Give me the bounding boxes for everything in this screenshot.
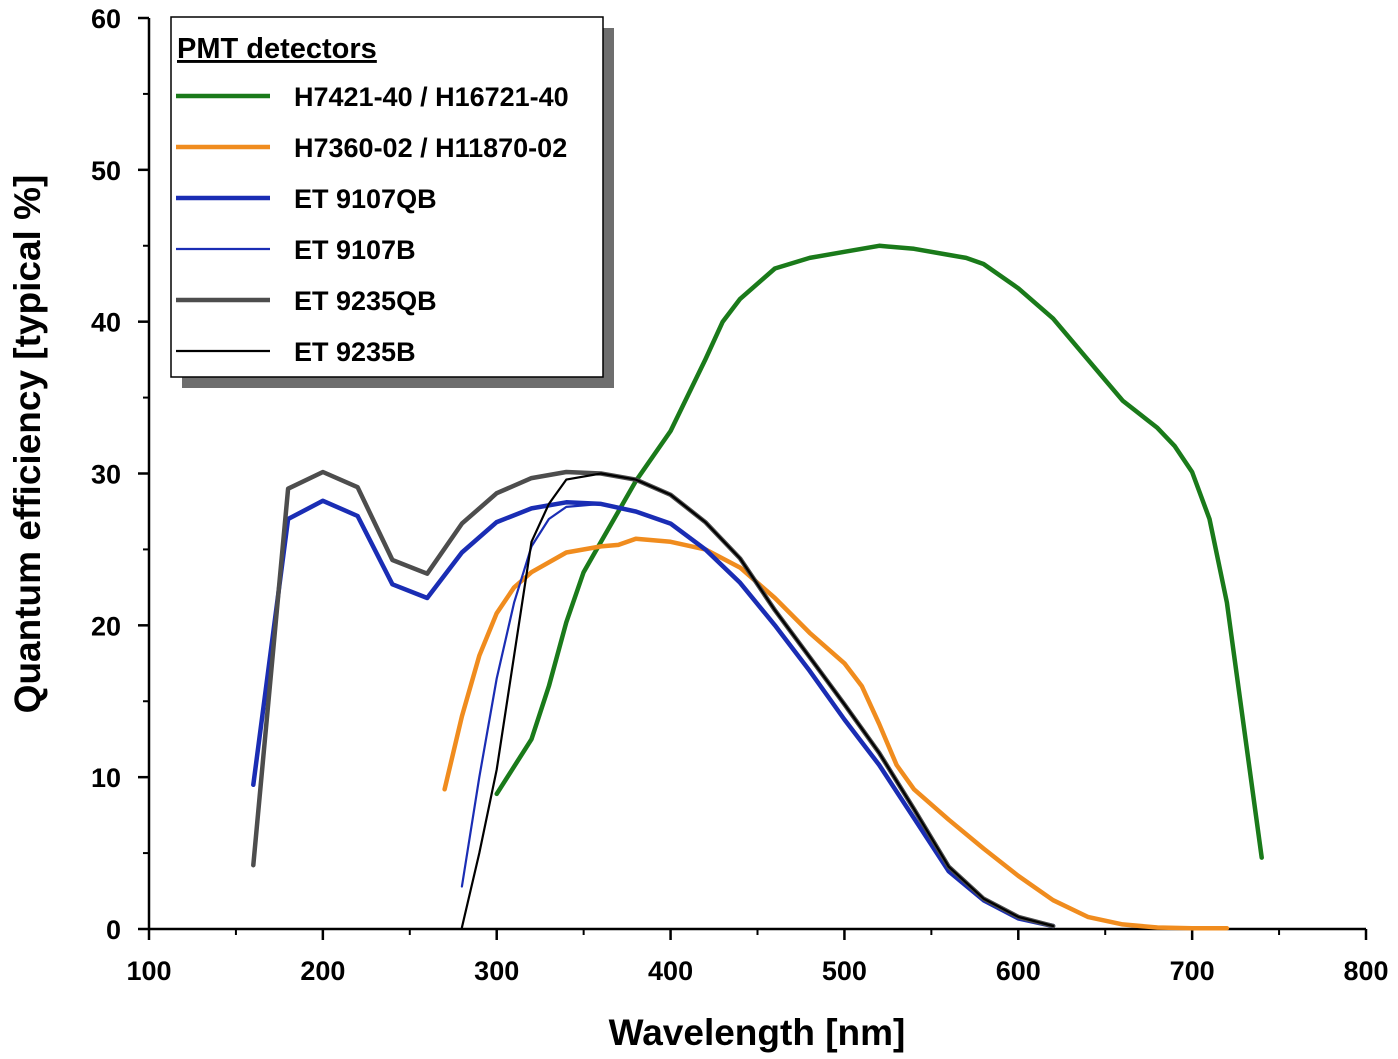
series-line-et-9107qb bbox=[251, 498, 1056, 929]
legend-entries: H7421-40 / H16721-40 H7360-02 / H11870-02… bbox=[176, 82, 569, 367]
y-axis-title: Quantum efficiency [typical %] bbox=[7, 175, 48, 714]
legend-title: PMT detectors bbox=[177, 33, 377, 65]
legend: PMT detectors H7421-40 / H16721-40 H7360-… bbox=[170, 16, 614, 388]
legend-label-h7360-02-h11870-02: H7360-02 / H11870-02 bbox=[294, 133, 567, 163]
y-tick-label: 20 bbox=[91, 611, 121, 641]
y-tick-label: 30 bbox=[91, 460, 121, 490]
series-line-et-9235b bbox=[460, 472, 1055, 929]
x-tick-label: 200 bbox=[300, 956, 345, 986]
x-tick-label: 800 bbox=[1343, 956, 1388, 986]
y-tick-label: 0 bbox=[106, 915, 121, 945]
y-tick-label: 40 bbox=[91, 308, 121, 338]
series-line-et-9107b bbox=[460, 502, 1055, 928]
legend-label-h7421-40-h16721-40: H7421-40 / H16721-40 bbox=[294, 82, 569, 112]
x-tick-label: 700 bbox=[1170, 956, 1215, 986]
legend-label-et-9107b: ET 9107B bbox=[294, 235, 416, 265]
y-tick-label: 60 bbox=[91, 4, 121, 34]
axes: 100 200 300 400 500 600 700 800 0 10 20 30 40 50 60 bbox=[91, 4, 1389, 986]
legend-label-et-9235qb: ET 9235QB bbox=[294, 286, 437, 316]
legend-label-et-9235b: ET 9235B bbox=[294, 337, 416, 367]
x-tick-label: 600 bbox=[996, 956, 1041, 986]
y-tick-label: 10 bbox=[91, 763, 121, 793]
legend-label-et-9107qb: ET 9107QB bbox=[294, 184, 437, 214]
series-line-h7421-40-h16721-40 bbox=[494, 243, 1264, 860]
series-line-h7360-02-h11870-02 bbox=[442, 536, 1230, 931]
y-tick-label: 50 bbox=[91, 156, 121, 186]
x-tick-label: 300 bbox=[474, 956, 519, 986]
x-tick-label: 100 bbox=[126, 956, 171, 986]
x-axis-title: Wavelength [nm] bbox=[609, 1012, 906, 1053]
x-tick-label: 400 bbox=[648, 956, 693, 986]
x-tick-label: 500 bbox=[822, 956, 867, 986]
series-layer bbox=[251, 243, 1264, 931]
